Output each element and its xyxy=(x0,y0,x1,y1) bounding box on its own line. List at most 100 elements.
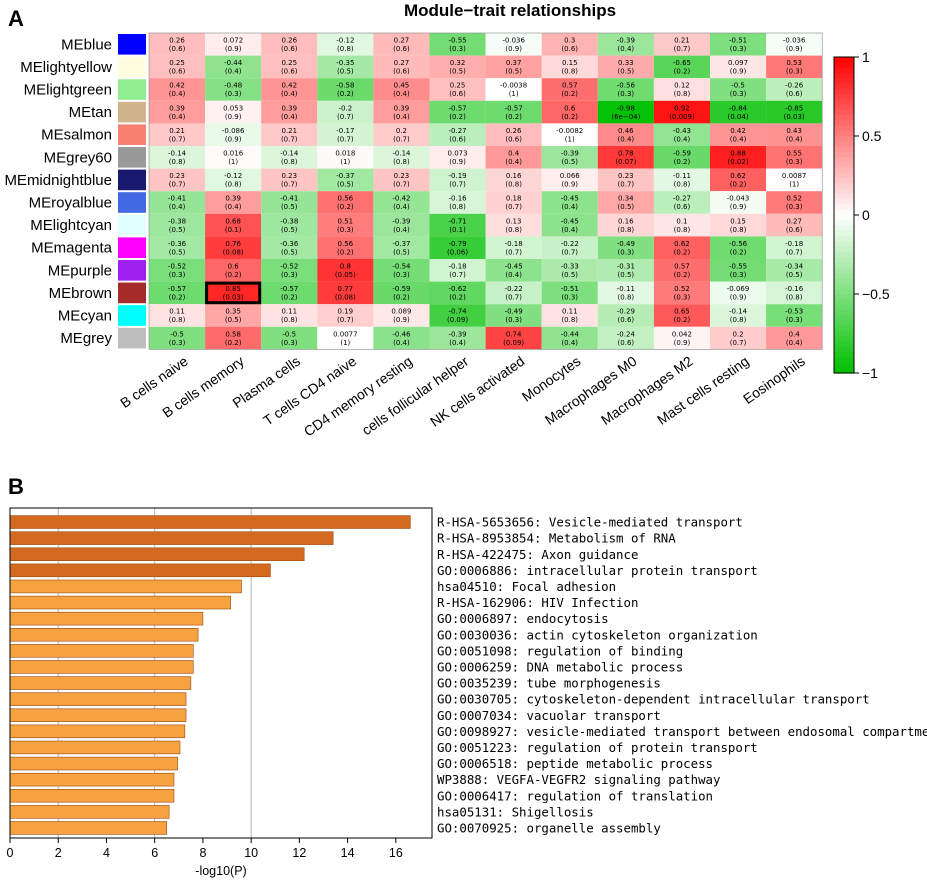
row-label: MEgrey xyxy=(60,330,112,347)
cell-pvalue: (0.5) xyxy=(169,226,186,234)
cell-correlation: 0.52 xyxy=(674,285,690,293)
cell-pvalue: (0.4) xyxy=(169,90,186,98)
cell-correlation: -0.58 xyxy=(336,82,354,90)
cell-pvalue: (0.4) xyxy=(561,339,578,347)
cell-correlation: 0.78 xyxy=(618,150,634,158)
cell-correlation: 0.4 xyxy=(508,150,520,158)
heatmap-cell xyxy=(205,304,262,327)
heatmap-cell xyxy=(373,326,430,350)
colorbar-segment xyxy=(834,330,854,337)
cell-pvalue: (0.8) xyxy=(674,226,691,234)
cell-correlation: -0.59 xyxy=(392,285,410,293)
cell-pvalue: (0.2) xyxy=(561,113,578,121)
cell-pvalue: (0.3) xyxy=(337,226,354,234)
heatmap-cell xyxy=(766,304,823,327)
row-label: MElightyellow xyxy=(20,59,112,76)
bar-term-label: GO:0030036: actin cytoskeleton organizat… xyxy=(437,627,758,642)
colorbar-segment xyxy=(834,93,854,100)
heatmap-cell xyxy=(373,259,430,282)
cell-pvalue: (0.3) xyxy=(169,339,186,347)
cell-pvalue: (0.4) xyxy=(225,68,242,76)
bar xyxy=(9,772,175,787)
cell-correlation: -0.57 xyxy=(505,104,523,112)
heatmap-cell xyxy=(485,146,542,169)
heatmap-cell xyxy=(597,100,654,124)
colorbar-tick-label: 0.5 xyxy=(862,128,882,144)
cell-pvalue: (0.5) xyxy=(169,248,186,256)
heatmap-cell xyxy=(373,78,430,101)
cell-pvalue: (0.4) xyxy=(730,135,747,143)
heatmap-cell xyxy=(149,123,206,146)
cell-correlation: 0.26 xyxy=(169,37,185,45)
cell-correlation: 0.27 xyxy=(394,59,410,67)
cell-correlation: 0.1 xyxy=(676,217,687,225)
cell-correlation: 0.21 xyxy=(281,127,297,135)
colorbar-segment xyxy=(834,136,854,142)
cell-correlation: 0.21 xyxy=(674,37,690,45)
module-color-swatch xyxy=(118,214,146,236)
cell-pvalue: (0.2) xyxy=(393,294,410,302)
cell-pvalue: (0.3) xyxy=(730,271,747,279)
heatmap-cell xyxy=(653,213,710,237)
row-label: MElightgreen xyxy=(24,82,112,99)
colorbar-segment xyxy=(834,183,854,190)
heatmap-cell xyxy=(541,123,598,146)
cell-pvalue: (0.1) xyxy=(225,226,242,234)
cell-pvalue: (0.5) xyxy=(337,181,354,189)
cell-correlation: -0.52 xyxy=(168,263,186,271)
cell-pvalue: (0.4) xyxy=(393,339,410,347)
bar xyxy=(9,515,411,529)
heatmap-cell xyxy=(485,55,542,79)
cell-pvalue: (0.4) xyxy=(393,226,410,234)
cell-pvalue: (0.5) xyxy=(618,68,635,76)
cell-correlation: -0.043 xyxy=(727,195,750,203)
cell-correlation: -0.036 xyxy=(783,37,806,45)
heatmap-cell xyxy=(710,123,767,146)
bar-term-label: GO:0051098: regulation of binding xyxy=(437,643,683,658)
heatmap-cell xyxy=(710,304,767,327)
row-label: MEsalmon xyxy=(41,127,112,144)
bar-term-label: GO:0006259: DNA metabolic process xyxy=(437,659,683,674)
heatmap-cell xyxy=(766,281,823,305)
heatmap-cell xyxy=(205,168,262,192)
heatmap-cell xyxy=(541,213,598,237)
heatmap-cell xyxy=(317,213,374,237)
cell-pvalue: (0.9) xyxy=(449,158,466,166)
colorbar-segment xyxy=(834,72,854,79)
heatmap-cell xyxy=(429,55,486,79)
colorbar-segment xyxy=(834,178,854,184)
cell-correlation: 0.13 xyxy=(506,217,522,225)
cell-correlation: -0.11 xyxy=(673,172,691,180)
cell-correlation: -0.38 xyxy=(168,217,186,225)
bar xyxy=(9,676,192,690)
heatmap-cell xyxy=(597,259,654,282)
module-color-swatch xyxy=(118,237,146,258)
colorbar-segment xyxy=(834,83,854,90)
colorbar-segment xyxy=(834,209,854,216)
heatmap-cell xyxy=(149,236,206,259)
cell-correlation: 0.39 xyxy=(394,104,410,112)
cell-correlation: 0.46 xyxy=(618,127,634,135)
heatmap-cell xyxy=(261,55,318,79)
x-tick-label: 8 xyxy=(199,846,206,860)
heatmap-cell xyxy=(597,146,654,169)
heatmap-cell xyxy=(205,123,262,146)
cell-pvalue: (0.07) xyxy=(615,158,636,166)
cell-correlation: 0.52 xyxy=(786,195,802,203)
heatmap-cell xyxy=(766,168,823,192)
cell-correlation: 0.88 xyxy=(730,150,746,158)
cell-correlation: -0.39 xyxy=(617,37,635,45)
cell-pvalue: (0.9) xyxy=(786,45,803,53)
cell-pvalue: (0.2) xyxy=(281,294,298,302)
cell-correlation: 0.62 xyxy=(674,240,690,248)
cell-pvalue: (0.5) xyxy=(337,68,354,76)
row-label: MEcyan xyxy=(58,308,112,325)
bar xyxy=(9,628,199,642)
heatmap-cell xyxy=(205,100,262,124)
heatmap-cell xyxy=(373,236,430,259)
cell-pvalue: (0.4) xyxy=(281,113,298,121)
heatmap-cell xyxy=(766,55,823,79)
heatmap-cell xyxy=(149,281,206,305)
cell-correlation: 0.11 xyxy=(562,308,578,316)
cell-pvalue: (0.09) xyxy=(503,339,524,347)
